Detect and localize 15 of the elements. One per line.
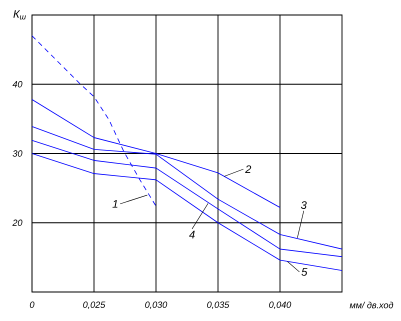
- x-tick-label: 0,040: [269, 302, 292, 309]
- annotation: 2: [245, 165, 252, 173]
- y-axis-title: К$_{ш}$: [13, 10, 26, 20]
- x-tick-label: 0,035: [207, 302, 230, 309]
- annotation: 1: [112, 200, 118, 208]
- x-tick-label: 0: [30, 302, 34, 308]
- x-tick-label: 0,030: [145, 302, 168, 309]
- annotation: 4: [189, 230, 195, 238]
- y-tick-label: 40: [12, 81, 22, 88]
- y-tick-label: 20: [12, 220, 22, 226]
- x-axis-title: мм/ дв.ход: [350, 302, 394, 308]
- annotation: 5: [301, 268, 308, 276]
- annotation: 3: [300, 201, 307, 209]
- x-tick-label: 0,025: [83, 302, 106, 309]
- y-tick-label: 30: [12, 150, 22, 157]
